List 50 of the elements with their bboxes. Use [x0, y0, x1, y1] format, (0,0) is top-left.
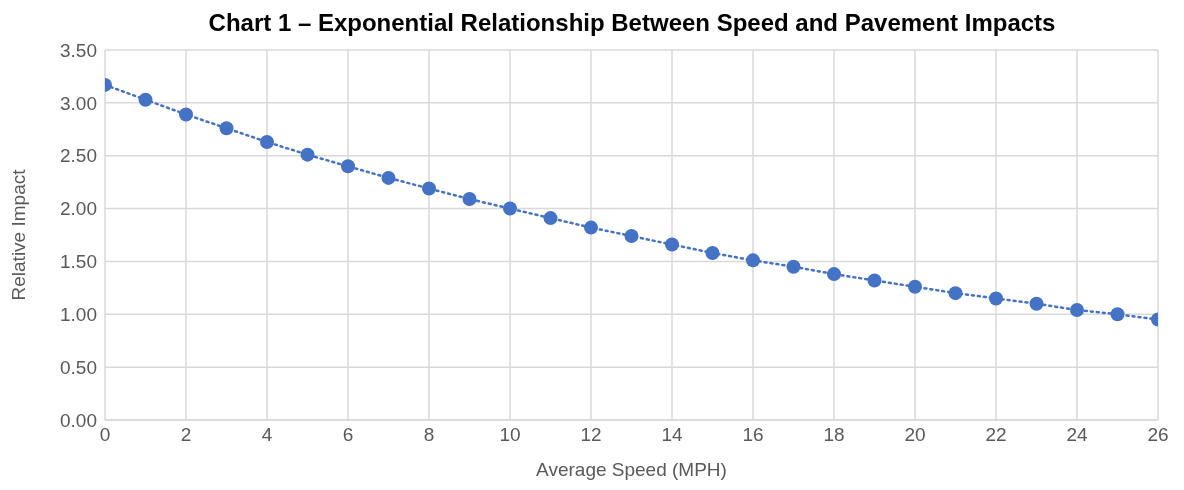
point	[138, 92, 153, 107]
point	[948, 286, 963, 301]
x-tick-label: 10	[499, 424, 521, 446]
chart-title: Chart 1 – Exponential Relationship Between Speed and Pavement Impacts	[207, 8, 1057, 38]
point	[503, 201, 517, 216]
point	[665, 237, 679, 252]
x-tick-label: 8	[423, 424, 435, 446]
point	[624, 229, 639, 244]
point	[584, 220, 598, 235]
point	[422, 181, 436, 196]
point	[867, 273, 882, 288]
x-tick-label: 2	[180, 424, 192, 446]
y-tick-label: 0.50	[60, 356, 97, 378]
y-axis-title: Relative Impact	[7, 168, 29, 301]
point	[746, 253, 760, 268]
x-tick-label: 14	[661, 424, 683, 446]
point	[989, 291, 1003, 306]
y-tick-label: 1.50	[60, 251, 97, 273]
point	[543, 211, 558, 226]
point	[786, 259, 801, 274]
y-tick-label: 2.00	[60, 198, 97, 220]
point	[260, 134, 274, 149]
x-tick-label: 24	[1066, 424, 1088, 446]
x-tick-label: 18	[823, 424, 845, 446]
x-tick-label: 26	[1147, 424, 1169, 446]
point	[219, 121, 234, 136]
y-tick-label: 0.00	[60, 409, 97, 431]
point	[1110, 307, 1125, 322]
point	[705, 245, 720, 260]
y-tick-label: 3.50	[60, 39, 97, 61]
point	[462, 192, 477, 207]
y-tick-label: 2.50	[60, 145, 97, 167]
x-axis-title: Average Speed (MPH)	[536, 459, 727, 480]
x-tick-label: 12	[580, 424, 602, 446]
x-tick-label: 20	[904, 424, 926, 446]
point	[1029, 296, 1044, 311]
point	[908, 279, 922, 294]
point	[381, 170, 396, 185]
point	[827, 267, 841, 282]
point	[300, 147, 315, 162]
x-tick-label: 0	[99, 424, 111, 446]
point	[179, 107, 193, 122]
point	[1070, 303, 1084, 318]
y-tick-label: 3.00	[60, 92, 97, 114]
x-tick-label: 16	[742, 424, 764, 446]
point	[341, 159, 355, 174]
x-tick-label: 6	[342, 424, 354, 446]
x-tick-label: 22	[985, 424, 1007, 446]
y-tick-label: 1.00	[60, 304, 97, 326]
x-tick-label: 4	[261, 424, 273, 446]
